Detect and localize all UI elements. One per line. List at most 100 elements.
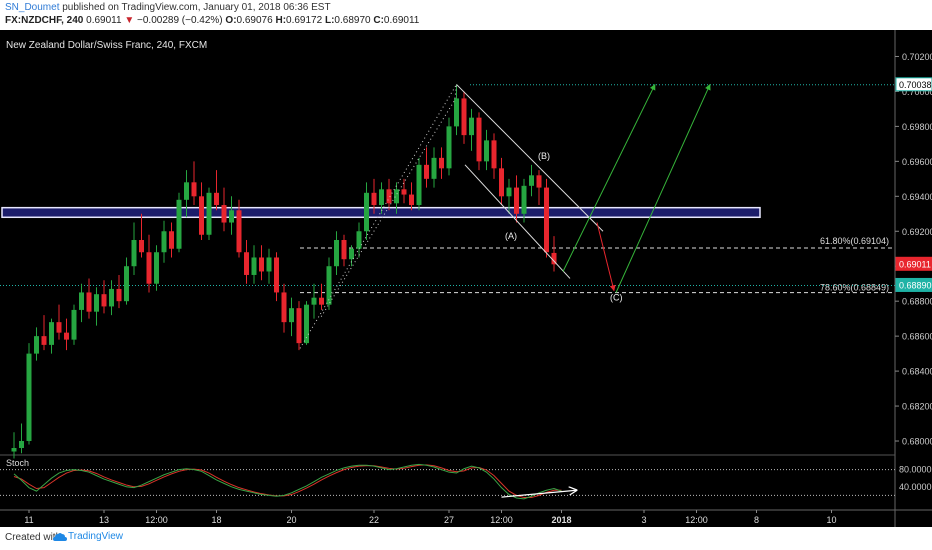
fib-618-label: 61.80%(0.69104) <box>820 236 889 246</box>
price-tag <box>895 256 932 271</box>
candle-body <box>154 252 159 284</box>
price-tick-label: 0.68800 <box>902 297 932 307</box>
candle-body <box>34 336 39 354</box>
candle-body <box>229 210 234 223</box>
candle-body <box>191 182 197 197</box>
stoch-label: Stoch <box>6 458 29 468</box>
candle-body <box>236 210 242 253</box>
tradingview-cloud-icon <box>53 533 67 541</box>
candle-body <box>341 240 347 260</box>
price-tick-label: 0.68400 <box>902 367 932 377</box>
candle-body <box>499 168 504 197</box>
ohlc-line: FX:NZDCHF, 240 0.69011 ▼ −0.00289 (−0.42… <box>5 15 419 26</box>
time-tick-label: 10 <box>826 515 836 525</box>
candle-body <box>356 231 362 249</box>
time-tick-label: 27 <box>444 515 454 525</box>
candle-body <box>386 189 392 204</box>
candle-body <box>371 192 377 206</box>
candle-body <box>116 288 122 302</box>
candle-body <box>551 252 557 265</box>
price-tick-label: 0.68200 <box>902 402 932 412</box>
candle-body <box>131 240 137 267</box>
candle-body <box>446 126 452 169</box>
price-tick-label: 0.68000 <box>902 437 932 447</box>
candle-body <box>251 257 257 275</box>
candle-body <box>259 257 264 272</box>
wave-label-c: (C) <box>610 293 623 303</box>
low-value: 0.68970 <box>334 15 371 26</box>
published-line: SN_Doumet published on TradingView.com, … <box>5 2 331 13</box>
candle-body <box>296 308 302 344</box>
candle-body <box>161 231 167 253</box>
candle-body <box>94 294 99 312</box>
time-tick-label: 13 <box>99 515 109 525</box>
candle-body <box>409 194 414 206</box>
close-label: C: <box>373 15 384 26</box>
wave-label-a: (A) <box>505 231 517 241</box>
footer: Created with TradingView <box>0 527 932 550</box>
candle-body <box>461 98 467 136</box>
candle-body <box>379 189 384 206</box>
last-price: 0.69011 <box>86 15 122 26</box>
time-tick-label: 12:00 <box>145 515 168 525</box>
fib-786-label: 78.60%(0.68849) <box>820 283 889 293</box>
candle-body <box>514 187 519 214</box>
candle-body <box>64 332 69 340</box>
candle-body <box>79 292 84 310</box>
low-label: L: <box>324 15 335 26</box>
candle-body <box>536 175 542 188</box>
candle-body <box>244 252 249 275</box>
time-tick-label: 3 <box>641 515 646 525</box>
open-label: O: <box>225 15 237 26</box>
candle-body <box>11 448 17 452</box>
time-tick-label: 12:00 <box>490 515 513 525</box>
candle-body <box>176 199 182 249</box>
time-tick-label: 2018 <box>551 515 571 525</box>
tradingview-brand[interactable]: TradingView <box>68 531 124 542</box>
projection-green-1 <box>562 83 656 272</box>
candle-body <box>86 292 92 312</box>
candle-body <box>439 157 444 169</box>
close-value: 0.69011 <box>383 15 420 26</box>
price-tick-label: 0.68600 <box>902 332 932 342</box>
price-tick-label: 0.69800 <box>902 122 932 132</box>
stoch-arrow <box>501 490 577 498</box>
chart-title: New Zealand Dollar/Swiss Franc, 240, FXC… <box>6 40 207 51</box>
channel-upper <box>456 84 604 232</box>
projection-green-2 <box>615 83 711 293</box>
price-chart[interactable]: New Zealand Dollar/Swiss Franc, 240, FXC… <box>0 30 932 527</box>
candle-body <box>266 257 272 272</box>
candle-body <box>334 240 339 267</box>
price-tick-label: 0.69200 <box>902 227 932 237</box>
stoch-d-line <box>13 464 562 499</box>
published-text: published on TradingView.com, January 01… <box>62 2 331 13</box>
candle-body <box>394 189 399 204</box>
candle-body <box>424 164 429 179</box>
candle-body <box>124 266 129 302</box>
time-tick-label: 18 <box>211 515 221 525</box>
candle-body <box>454 98 459 127</box>
price-tick-label: 0.70000 <box>902 87 932 97</box>
candle-body <box>101 294 107 307</box>
candle-body <box>364 192 369 232</box>
change-value: −0.00289 (−0.42%) <box>137 15 223 26</box>
price-axis: 0.70200 0.70000 0.69800 0.69600 0.69400 0.692… <box>0 30 932 527</box>
stoch-k-line <box>13 463 562 500</box>
price-tag-label: 0.68890 <box>899 280 932 290</box>
price-tag <box>895 277 932 292</box>
price-tick-label: 0.69400 <box>902 192 932 202</box>
open-value: 0.69076 <box>236 15 273 26</box>
candle-body <box>484 140 489 162</box>
candle-body <box>56 322 62 333</box>
candle-body <box>214 192 219 206</box>
stoch-panel: Stoch 80.0000 40.0000 <box>0 458 932 500</box>
candle-body <box>281 292 287 323</box>
candle-body <box>349 248 354 260</box>
author-link[interactable]: SN_Doumet <box>5 2 60 13</box>
time-axis: 11 13 12:00 18 20 22 27 12:00 2018 3 12:00 8 10 <box>24 510 837 525</box>
projection-red <box>596 222 616 292</box>
time-tick-label: 12:00 <box>685 515 708 525</box>
high-label: H: <box>275 15 287 26</box>
candle-body <box>506 187 512 197</box>
stoch-tick-label: 40.0000 <box>899 482 932 492</box>
